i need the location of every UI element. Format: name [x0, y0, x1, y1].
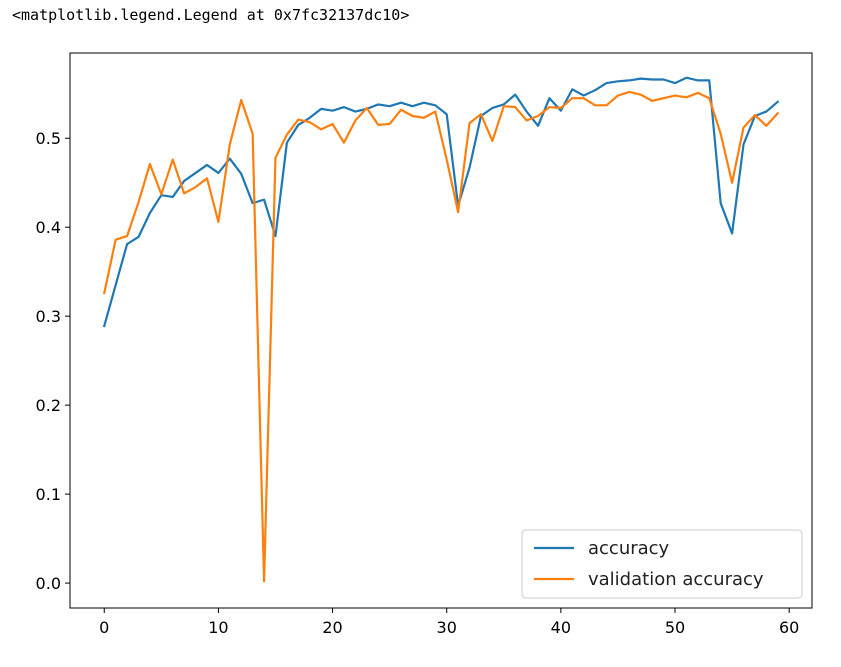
x-tick-label: 40 — [551, 618, 571, 637]
x-tick-label: 60 — [779, 618, 799, 637]
y-tick-label: 0.5 — [36, 129, 61, 148]
x-tick-label: 10 — [208, 618, 228, 637]
series-line-1 — [102, 90, 780, 583]
y-axis-ticks: 0.0 0.1 0.2 0.3 0.4 0.5 — [36, 129, 70, 593]
y-tick-label: 0.3 — [36, 307, 61, 326]
plot-area-frame — [69, 52, 813, 609]
legend-label-1: validation accuracy — [588, 569, 764, 590]
x-tick-label: 50 — [665, 618, 685, 637]
legend-label-0: accuracy — [588, 538, 670, 559]
y-tick-label: 0.0 — [36, 574, 61, 593]
y-tick-label: 0.2 — [36, 396, 61, 415]
x-axis-ticks: 0 10 20 30 40 50 60 — [99, 608, 799, 637]
x-tick-label: 20 — [322, 618, 342, 637]
cell-output-text: <matplotlib.legend.Legend at 0x7fc32137d… — [12, 6, 410, 24]
series-line-0 — [102, 76, 780, 328]
x-tick-label: 30 — [437, 618, 457, 637]
y-tick-label: 0.4 — [36, 218, 61, 237]
y-tick-label: 0.1 — [36, 485, 61, 504]
series-layer — [102, 76, 780, 583]
x-tick-label: 0 — [99, 618, 109, 637]
legend-box — [521, 529, 803, 599]
legend: accuracy validation accuracy — [521, 529, 803, 599]
